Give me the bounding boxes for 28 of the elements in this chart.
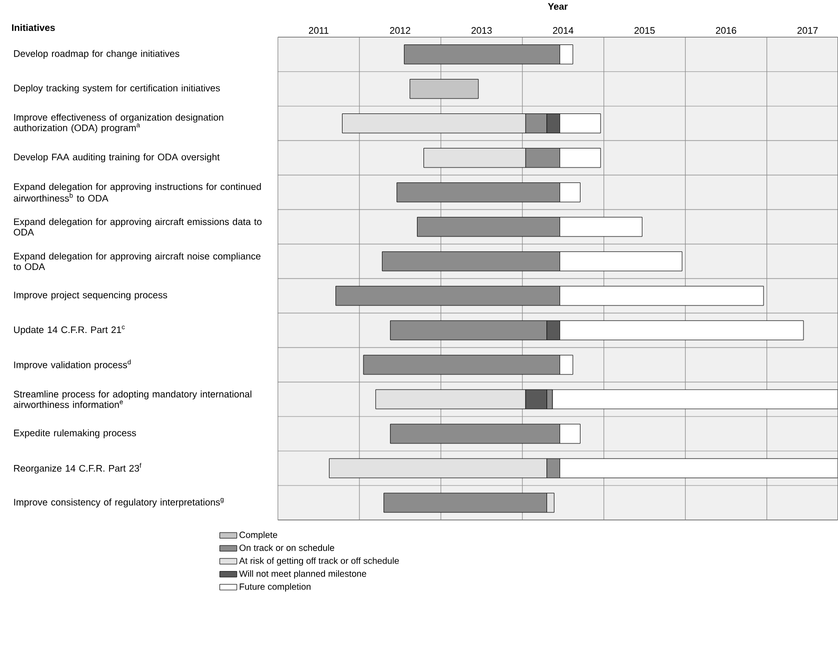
y-tick-label: Deploy tracking system for certification initiatives [14,84,220,94]
y-tick-label: Develop roadmap for change initiatives [14,50,180,59]
x-tick-label: 2015 [634,27,655,34]
y-tick-label: Expand delegation for approving aircraft noise compliance to ODA [14,252,260,270]
chart-title: Year [548,3,568,10]
y-tick-label: Improve effectiveness of organization designation authorization (ODA) program$^{a}$ [14,114,224,134]
legend-label: At risk of getting off track or off schedule [239,557,399,566]
y-tick-label: Streamline process for adopting mandatory international airworthiness information$^{e}$ [14,390,252,408]
y-tick-label: Reorganize 14 C.F.R. Part 23$^{f}$ [14,462,142,474]
x-tick-label: 2017 [797,27,818,34]
x-tick-label: 2016 [716,27,736,34]
legend-label: Future completion [240,583,310,592]
y-tick-label: Expedite rulemaking process [14,429,136,438]
legend-label: Will not meet planned milestone [239,570,366,579]
y-tick-label: Update 14 C.F.R. Part 21$^{c}$ [14,326,125,336]
x-tick-label: 2011 [308,27,328,34]
x-tick-label: 2013 [472,27,492,34]
y-tick-label: Improve consistency of regulatory interpretations$^{g}$ [14,498,224,508]
legend-label: Complete [240,531,278,540]
y-tick-label: Develop FAA auditing training for ODA oversight [14,153,220,162]
y-axis-title: Initiatives [12,24,55,32]
y-tick-label: Improve validation process$^{d}$ [14,360,131,370]
y-tick-label: Expand delegation for approving aircraft emissions data to ODA [14,218,262,236]
legend-label: On track or on schedule [240,544,334,552]
y-tick-label: Expand delegation for approving instructions for continued airworthiness$^{b}$ to ODA [14,183,261,202]
x-tick-label: 2014 [553,27,574,34]
x-tick-label: 2012 [390,27,410,34]
y-tick-label: Improve project sequencing process [14,291,168,300]
